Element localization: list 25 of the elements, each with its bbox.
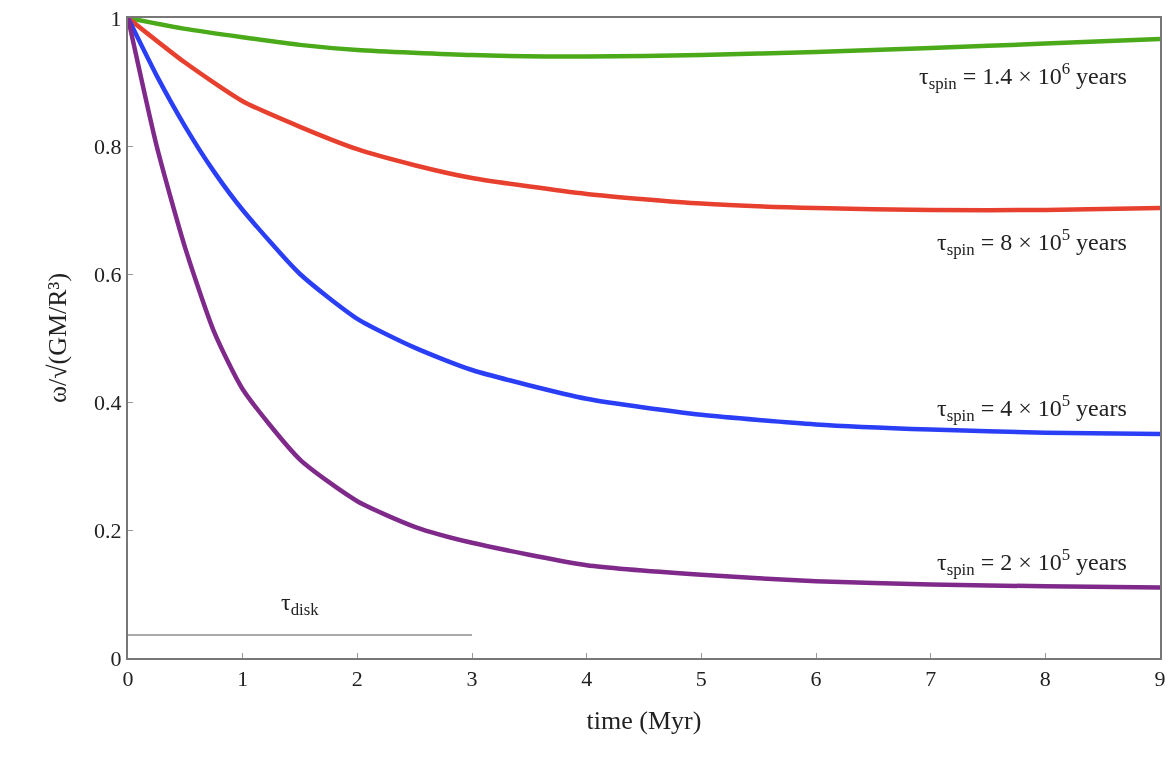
x-tick-label: 2: [351, 666, 363, 692]
y-tick-label: 0: [110, 645, 122, 671]
x-axis-title: time (Myr): [586, 705, 702, 735]
y-tick-label: 0.6: [94, 261, 122, 287]
x-tick-label: 6: [810, 666, 822, 692]
line-series: [128, 18, 1160, 437]
x-tick-label: 5: [695, 666, 707, 692]
x-tick-label: 7: [925, 666, 937, 692]
annotation: τ$_{spin}$ = 2 × 10$^{5}$ years: [937, 545, 1127, 580]
y-tick-label: 0.2: [94, 517, 122, 543]
x-tick-label: 3: [466, 666, 478, 692]
annotation: τ$_{spin}$ = 1.4 × 10$^{6}$ years: [919, 59, 1127, 94]
line-series: [128, 18, 1160, 590]
y-tick-label: 0.4: [94, 389, 122, 415]
x-tick-label: 8: [1039, 666, 1051, 692]
x-tick-label: 9: [1154, 666, 1166, 692]
y-axis-title: ω/√(GM/R³): [43, 272, 72, 404]
annotation: τ$_{disk}$: [281, 589, 320, 620]
annotation: τ$_{spin}$ = 4 × 10$^{5}$ years: [937, 391, 1127, 426]
line-series: [128, 18, 1160, 213]
annotation: τ$_{spin}$ = 8 × 10$^{5}$ years: [937, 225, 1127, 260]
y-tick-label: 0.8: [94, 133, 122, 159]
x-tick-label: 4: [581, 666, 593, 692]
x-tick-label: 1: [237, 666, 249, 692]
y-tick-label: 1: [110, 5, 122, 31]
